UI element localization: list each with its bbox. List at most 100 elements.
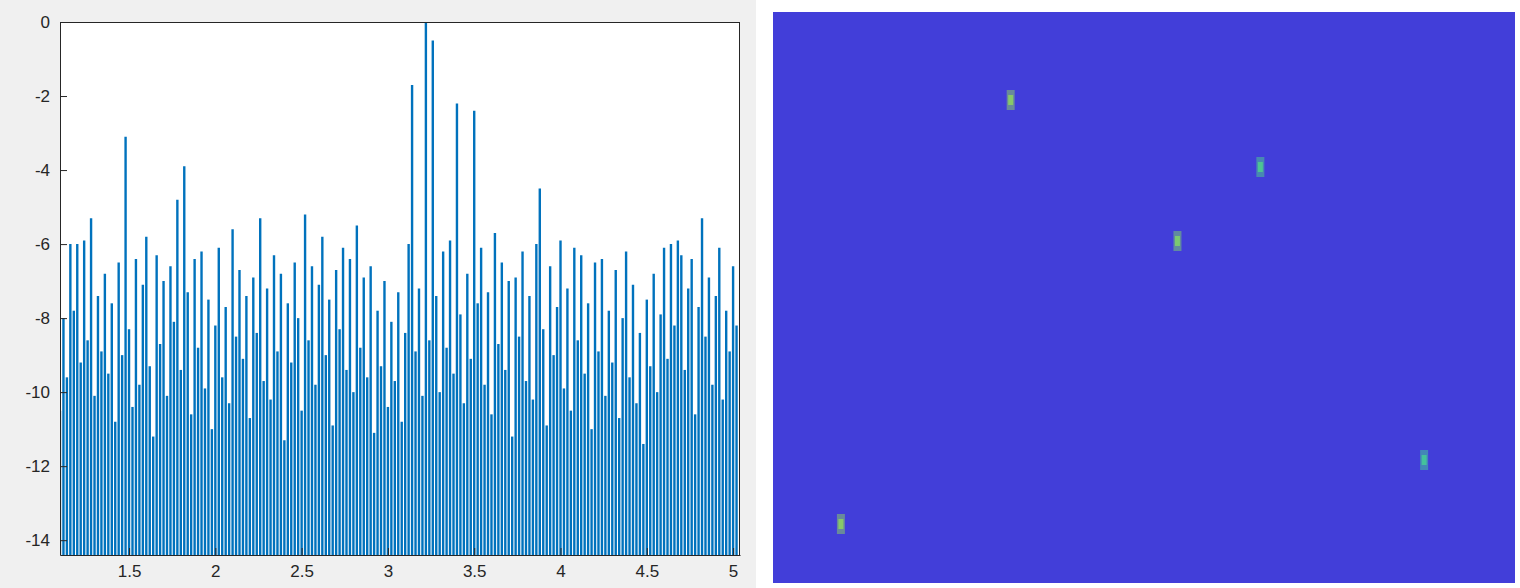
tick: 1.5	[118, 548, 142, 581]
tick-mark	[60, 244, 67, 245]
stem	[228, 403, 230, 555]
axis-line	[61, 555, 741, 556]
stem	[659, 314, 661, 555]
stem	[321, 237, 323, 555]
stem	[463, 403, 465, 555]
stem	[583, 374, 585, 555]
stem	[632, 285, 634, 555]
stem	[556, 307, 558, 555]
stem	[701, 218, 703, 555]
tick-mark	[60, 540, 67, 541]
stem	[438, 392, 440, 555]
plot-area	[60, 22, 740, 555]
stem	[539, 189, 541, 555]
tick-mark	[388, 548, 389, 555]
stem	[394, 381, 396, 555]
stem	[117, 263, 119, 555]
stem	[673, 326, 675, 555]
stem	[231, 229, 233, 555]
stem	[563, 388, 565, 555]
stem	[366, 377, 368, 555]
stem	[297, 318, 299, 555]
frame-right	[739, 22, 740, 555]
tick-mark	[302, 548, 303, 555]
spot-halo	[837, 514, 845, 534]
stem	[404, 333, 406, 555]
stem	[621, 318, 623, 555]
stem	[514, 277, 516, 555]
stem	[728, 351, 730, 555]
tick-mark	[647, 548, 648, 555]
stem	[397, 292, 399, 555]
stem	[611, 363, 613, 555]
tick-label: 5	[729, 562, 738, 581]
stem	[138, 385, 140, 555]
stem	[487, 292, 489, 555]
stem	[642, 444, 644, 555]
stem	[425, 22, 427, 555]
stem	[604, 396, 606, 555]
stem	[483, 385, 485, 555]
stem	[649, 366, 651, 555]
stem	[383, 281, 385, 555]
stem	[269, 400, 271, 555]
stem	[173, 322, 175, 555]
stem	[470, 359, 472, 555]
stem	[104, 274, 106, 555]
stem	[180, 370, 182, 555]
stem	[535, 244, 537, 555]
stem	[86, 340, 88, 555]
tick-label: -12	[25, 457, 50, 476]
tick: 3	[384, 548, 393, 581]
tick: 2	[211, 548, 220, 581]
stem	[300, 411, 302, 555]
stem	[121, 355, 123, 555]
stem	[145, 237, 147, 555]
stem	[456, 103, 458, 555]
stem	[352, 392, 354, 555]
tick-label: 0	[41, 13, 50, 32]
stem	[204, 388, 206, 555]
stem	[235, 337, 237, 555]
stem	[311, 266, 313, 555]
tick: 4.5	[635, 548, 659, 581]
stem	[421, 396, 423, 555]
tick: 5	[729, 548, 738, 581]
stem	[62, 318, 64, 555]
stem	[183, 166, 185, 555]
tick-label: -10	[25, 383, 50, 402]
stem	[224, 307, 226, 555]
stem	[466, 274, 468, 555]
tick-mark	[60, 318, 67, 319]
stem	[715, 296, 717, 555]
stem	[735, 326, 737, 555]
stem	[314, 385, 316, 555]
stem	[697, 307, 699, 555]
stem	[266, 289, 268, 556]
stem	[542, 329, 544, 555]
stem	[501, 263, 503, 555]
frame-top	[60, 22, 740, 23]
stem	[290, 363, 292, 555]
stem	[221, 377, 223, 555]
stem	[131, 407, 133, 555]
stem	[273, 255, 275, 555]
stem	[238, 270, 240, 555]
stem	[356, 226, 358, 555]
stem	[518, 337, 520, 555]
spot-halo	[1007, 90, 1015, 110]
stem	[152, 437, 154, 555]
stem	[318, 285, 320, 555]
stem	[93, 396, 95, 555]
spot-halo	[1256, 157, 1264, 177]
stem	[508, 281, 510, 555]
stem	[211, 429, 213, 555]
stem	[708, 277, 710, 555]
tick: -10	[25, 383, 67, 402]
stem	[445, 348, 447, 555]
spot	[838, 519, 843, 529]
tick: -8	[35, 309, 67, 328]
stem	[176, 200, 178, 555]
stem	[476, 303, 478, 555]
stem	[690, 259, 692, 555]
